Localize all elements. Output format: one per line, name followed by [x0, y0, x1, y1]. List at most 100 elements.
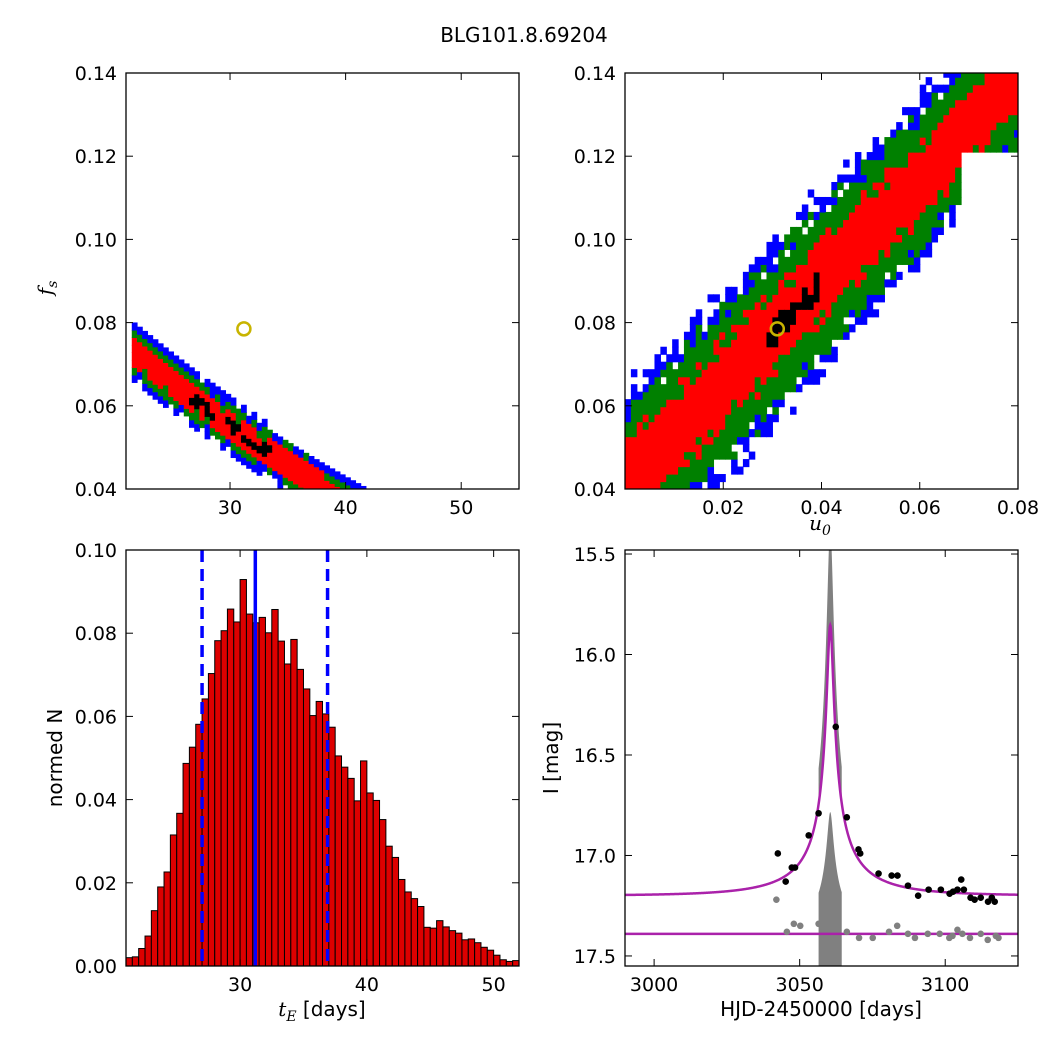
density-cell — [485, 575, 491, 583]
density-cell — [630, 414, 638, 423]
density-cell — [689, 436, 697, 445]
density-cell — [392, 517, 398, 525]
density-cell — [701, 391, 709, 400]
density-cell — [819, 256, 827, 265]
density-cell — [449, 574, 455, 582]
density-cell — [760, 399, 768, 408]
density-cell — [636, 481, 644, 489]
density-cell — [896, 249, 903, 258]
density-cell — [713, 354, 720, 363]
histogram-bar — [233, 621, 241, 967]
density-cell — [713, 369, 720, 378]
density-cell — [990, 114, 997, 123]
x-tick-label: 0.04 — [800, 497, 842, 519]
density-cell — [831, 241, 838, 250]
density-cell — [931, 129, 939, 138]
density-cell — [754, 369, 762, 378]
density-cell — [919, 84, 927, 93]
density-cell — [813, 234, 821, 243]
density-cell — [666, 474, 673, 483]
density-cell — [919, 219, 927, 228]
density-cell — [142, 360, 148, 369]
density-cell — [772, 286, 779, 295]
density-cell — [801, 339, 809, 348]
residual-point — [773, 896, 780, 903]
density-cell — [754, 421, 762, 430]
density-cell — [630, 474, 638, 483]
x-tick-label: 3050 — [775, 974, 823, 996]
density-cell — [902, 144, 909, 153]
density-cell — [230, 427, 237, 436]
density-cell — [837, 279, 844, 288]
density-cell — [860, 189, 868, 198]
density-cell — [919, 211, 927, 221]
y-tick-label: 17.5 — [574, 946, 616, 968]
density-cell — [772, 354, 779, 363]
density-cell — [784, 271, 791, 280]
density-cell — [199, 405, 206, 414]
density-cell — [366, 534, 372, 542]
density-cell — [807, 354, 815, 363]
residual-point — [977, 930, 985, 938]
density-cell — [642, 474, 650, 483]
density-cell — [896, 129, 903, 138]
density-cell — [136, 341, 143, 350]
density-cell — [972, 114, 980, 123]
density-cell — [907, 181, 915, 191]
density-cell — [984, 144, 992, 153]
density-cell — [878, 219, 885, 228]
density-cell — [731, 391, 738, 400]
density-cell — [220, 442, 227, 451]
x-tick-label: 0.02 — [702, 497, 744, 519]
density-cell — [413, 528, 419, 536]
density-cell — [784, 294, 791, 303]
density-cell — [872, 174, 880, 183]
data-point — [894, 872, 901, 879]
density-cell — [725, 369, 732, 378]
density-cell — [913, 264, 921, 273]
density-cell — [878, 144, 885, 153]
density-cell — [642, 421, 650, 430]
density-cell — [713, 361, 720, 370]
density-cell — [919, 114, 927, 123]
density-cell — [919, 181, 927, 191]
density-cell — [439, 532, 445, 540]
density-cell — [183, 378, 190, 387]
density-cell — [737, 316, 744, 325]
density-cell — [919, 204, 927, 213]
density-cell — [209, 427, 216, 436]
histogram-bar — [207, 673, 216, 967]
density-cell — [731, 429, 738, 438]
residual-point — [995, 934, 1002, 942]
density-cell — [339, 481, 346, 489]
density-cell — [919, 159, 927, 168]
density-cell — [157, 380, 164, 389]
density-cell — [731, 451, 738, 460]
density-cell — [660, 466, 667, 475]
residual-point — [911, 934, 919, 942]
density-cell — [884, 204, 891, 213]
density-cell — [801, 354, 809, 363]
y-tick-label: 0.14 — [574, 63, 616, 85]
density-cell — [707, 361, 715, 370]
density-cell — [754, 391, 762, 400]
density-cell — [147, 372, 154, 381]
density-cell — [433, 560, 439, 568]
density-cell — [825, 331, 832, 340]
density-cell — [860, 174, 868, 183]
density-cell — [790, 249, 797, 258]
density-cell — [355, 483, 362, 489]
density-cell — [766, 429, 773, 438]
density-cell — [790, 309, 797, 318]
density-cell — [324, 472, 331, 481]
density-cell — [642, 399, 650, 408]
density-cell — [884, 241, 891, 250]
density-cell — [713, 481, 720, 489]
density-cell — [329, 468, 336, 477]
x-axis-label: u0 — [809, 511, 831, 539]
histogram-bars — [125, 579, 520, 967]
density-cell — [689, 316, 697, 325]
histogram-bar — [372, 799, 381, 967]
density-cell — [345, 484, 351, 489]
density-cell — [719, 421, 726, 430]
